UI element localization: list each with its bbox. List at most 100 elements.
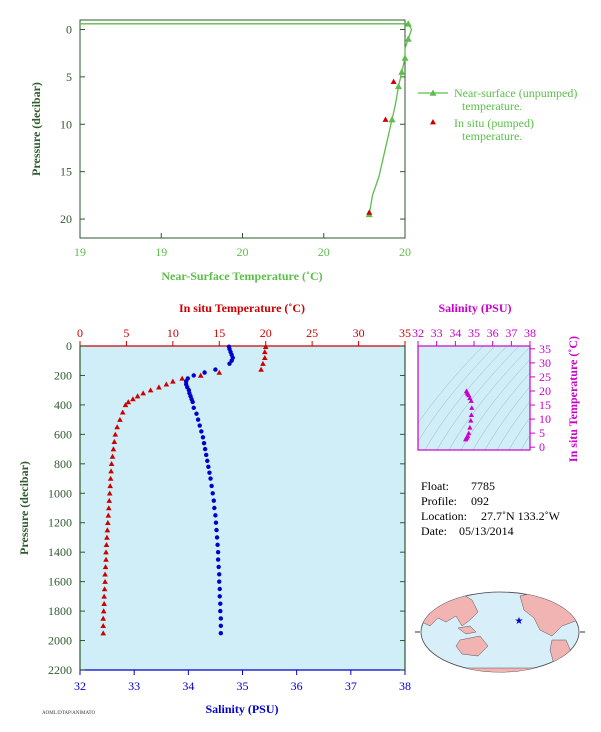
profile-y-tick-label: 800 [54, 457, 72, 471]
salinity-point [215, 557, 221, 562]
legend-near-surface-label-2: temperature. [462, 99, 522, 113]
temperature-point [197, 372, 204, 378]
ts-salinity-tick-label: 35 [468, 326, 480, 340]
ts-salinity-tick-label: 37 [505, 326, 517, 340]
salinity-point [215, 542, 220, 548]
temperature-point [109, 453, 116, 459]
ts-temperature-tick-label: 20 [539, 384, 551, 398]
ts-point [467, 424, 473, 430]
salinity-point [217, 579, 222, 584]
profile-y-tick-label: 2200 [48, 663, 72, 677]
temperature-tick-label: 5 [123, 326, 129, 340]
legend-near-surface-label-1: Near-surface (unpumped) [454, 86, 577, 100]
near-surface-series [80, 20, 413, 218]
temperature-point [261, 354, 268, 361]
ts-temperature-tick-label: 15 [539, 398, 551, 412]
in-situ-point [390, 78, 397, 85]
temperature-tick-label: 15 [213, 326, 225, 340]
temperature-point [111, 438, 118, 444]
temperature-point [106, 490, 113, 496]
legend-marker-in-situ [430, 119, 436, 125]
near-surface-chart: 0 5 10 15 20 19 19 20 20 20 Near-Surface Temperat… [29, 19, 577, 283]
near-surface-x-tick-label: 19 [74, 245, 86, 259]
temperature-point [119, 409, 126, 415]
legend-in-situ-label-2: temperature. [462, 129, 522, 143]
ts-density-contour [418, 346, 496, 442]
ts-salinity-axis-label: Salinity (PSU) [438, 301, 511, 315]
salinity-axis-label: Salinity (PSU) [205, 702, 278, 716]
temperature-tick-label: 35 [399, 326, 411, 340]
salinity-point [201, 441, 207, 446]
temperature-series [100, 343, 269, 636]
salinity-point [191, 373, 196, 378]
near-surface-y-tick-label: 20 [60, 212, 72, 226]
temperature-point [102, 578, 108, 584]
salinity-point [213, 520, 219, 525]
temperature-point [105, 519, 111, 525]
profile-y-tick-label: 0 [66, 339, 72, 353]
map-antarctica [421, 667, 579, 672]
near-surface-line [80, 23, 413, 215]
profile-y-tick-label: 600 [54, 427, 72, 441]
profile-ticks: 0200400600800100012001400160018002000220… [48, 326, 411, 693]
temperature-point [147, 387, 154, 393]
salinity-point [191, 405, 196, 411]
salinity-point [217, 586, 222, 592]
temperature-point [103, 549, 109, 555]
temperature-point [100, 630, 107, 636]
salinity-tick-label: 33 [128, 679, 140, 693]
temperature-point [260, 360, 266, 366]
ts-plot-background [418, 346, 530, 450]
ts-point [465, 433, 471, 439]
salinity-point [200, 435, 206, 440]
profile-y-tick-label: 1800 [48, 604, 72, 618]
temperature-point [122, 402, 129, 408]
temperature-point [100, 623, 107, 629]
profile-plot-background [80, 346, 405, 670]
near-surface-point [404, 35, 412, 42]
location-label: Location: [421, 509, 467, 523]
salinity-tick-label: 32 [74, 679, 86, 693]
salinity-point [209, 483, 214, 489]
temperature-point [102, 564, 109, 570]
near-surface-y-tick-label: 0 [66, 22, 72, 36]
salinity-point [218, 601, 223, 606]
temperature-point [103, 556, 109, 562]
ts-temperature-axis-label: In situ Temperature (˚C) [566, 336, 580, 462]
salinity-point [218, 630, 224, 636]
temperature-point [262, 343, 269, 349]
salinity-tick-label: 35 [237, 679, 249, 693]
temperature-point [258, 366, 264, 372]
salinity-point [214, 535, 220, 540]
legend-marker-near-surface [429, 89, 437, 96]
ts-point [463, 388, 470, 394]
salinity-point [195, 417, 201, 422]
salinity-tick-label: 36 [291, 679, 303, 693]
near-surface-y-axis-label: Pressure (decibar) [29, 82, 43, 176]
ts-salinity-tick-label: 33 [431, 326, 443, 340]
ts-density-contour [484, 386, 530, 450]
ts-point [466, 430, 472, 436]
temperature-point [117, 416, 123, 422]
near-surface-point [398, 68, 406, 75]
profile-y-tick-label: 1400 [48, 545, 72, 559]
salinity-point [212, 505, 217, 511]
salinity-point [210, 491, 215, 496]
temperature-point [101, 593, 107, 599]
near-surface-point [388, 116, 396, 123]
float-info: Float: 7785 Profile: 092 Location: 27.7˚… [421, 479, 561, 538]
salinity-tick-label: 37 [345, 679, 357, 693]
ts-temperature-tick-label: 35 [539, 342, 551, 356]
temperature-point [216, 369, 223, 375]
salinity-series [183, 344, 235, 636]
profile-y-tick-label: 1600 [48, 575, 72, 589]
temperature-point [107, 475, 114, 481]
temperature-point [103, 542, 110, 548]
salinity-point [218, 616, 224, 621]
temperature-point [101, 586, 108, 592]
profile-y-tick-label: 1000 [48, 486, 72, 500]
ts-density-contour [460, 359, 530, 450]
temperature-point [130, 396, 136, 402]
